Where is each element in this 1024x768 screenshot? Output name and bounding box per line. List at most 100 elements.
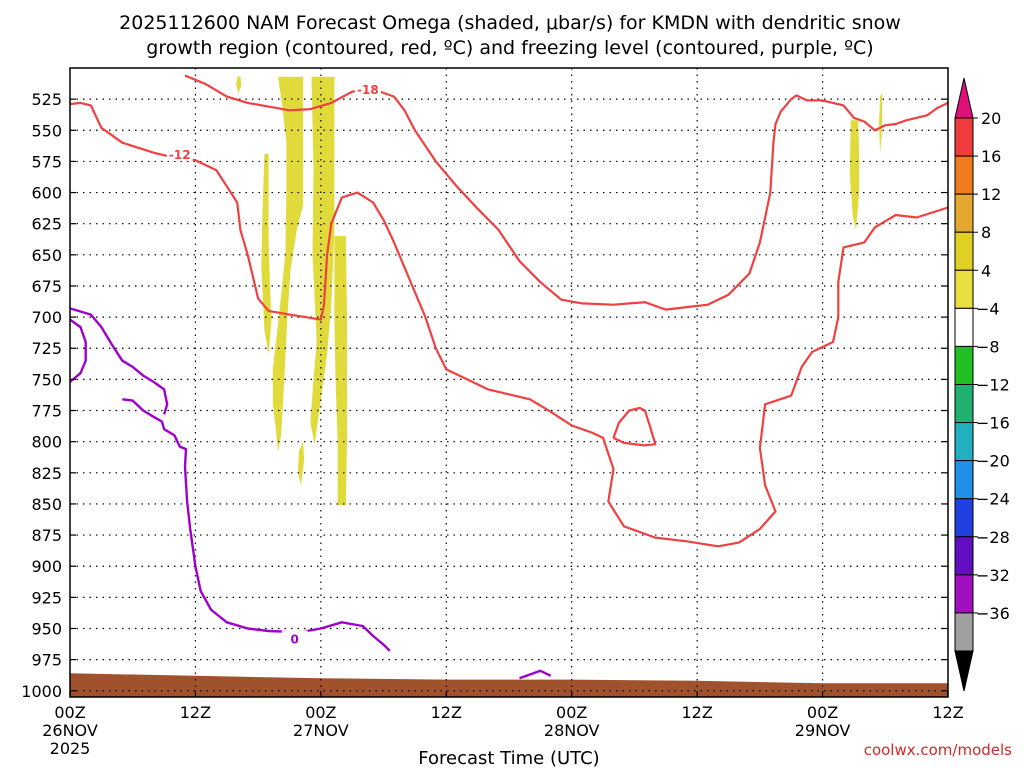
isotherm-minus18-path — [184, 74, 949, 311]
colorbar-label-8: −16 — [976, 414, 1010, 433]
freezing-line-edge — [69, 318, 87, 383]
x-tick-label-h12-0: 12Z — [180, 703, 211, 722]
omega-area-e — [334, 236, 347, 506]
colorbar-label-12: −32 — [976, 566, 1010, 585]
colorbar-top-arrow — [954, 77, 974, 119]
colorbar-label-13: −36 — [976, 604, 1010, 623]
colorbar-label-7: −12 — [976, 376, 1010, 395]
x-tick-label-h48-0: 00Z — [556, 703, 587, 722]
freezing-line-main-label-bg — [281, 630, 308, 646]
x-tick-label-h60-0: 12Z — [681, 703, 712, 722]
colorbar-swatch-5 — [954, 307, 974, 347]
isotherm-minus12-upper: -12 — [69, 101, 949, 548]
colorbar-swatch-1 — [954, 155, 974, 195]
x-tick-label-h0-0: 00Z — [54, 703, 85, 722]
y-tick-label-975: 975 — [31, 651, 62, 670]
freezing-line-left-path — [69, 307, 169, 415]
x-tick-label-h84-0: 12Z — [932, 703, 963, 722]
omega-area-d — [310, 76, 335, 445]
x-tick-label-h72-1: 29NOV — [795, 721, 851, 740]
plot-area: -12 -18 0 525 550 575 600 625 650 675 700 725 750 775… — [21, 67, 964, 758]
colorbar-label-4: 4 — [981, 261, 991, 280]
y-tick-label-525: 525 — [31, 90, 62, 109]
y-tick-label-1000: 1000 — [21, 682, 62, 701]
x-tick-label-h0-1: 26NOV — [42, 721, 98, 740]
colorbar-label-3: 8 — [981, 223, 991, 242]
colorbar-swatch-9 — [954, 460, 974, 500]
y-tick-label-675: 675 — [31, 277, 62, 296]
x-tick-label-h24-0: 00Z — [305, 703, 336, 722]
y-tick-label-925: 925 — [31, 588, 62, 607]
isotherm-minus18-label: -18 — [357, 83, 379, 97]
credit-text: coolwx.com/models — [864, 741, 1012, 759]
colorbar-swatch-4 — [954, 269, 974, 309]
x-tick-label-h24-1: 27NOV — [293, 721, 349, 740]
y-tick-label-600: 600 — [31, 184, 62, 203]
isotherm-minus12-upper-label-bg — [166, 145, 193, 161]
freezing-line-main-label: 0 — [291, 632, 299, 646]
colorbar-label-10: −24 — [976, 490, 1010, 509]
colorbar-swatch-2 — [954, 193, 974, 233]
freezing-line-edge-path — [69, 318, 87, 383]
freezing-line-main: 0 — [122, 398, 391, 652]
colorbar-label-2: 12 — [981, 185, 1001, 204]
chart-title-line-1: 2025112600 NAM Forecast Omega (shaded, μ… — [119, 12, 901, 34]
y-tick-label-575: 575 — [31, 152, 62, 171]
colorbar-swatch-7 — [954, 384, 974, 424]
y-tick-label-875: 875 — [31, 526, 62, 545]
isotherm-minus18-label-bg — [354, 81, 381, 97]
isotherm-minus12-upper-path — [69, 101, 949, 548]
plot-frame — [69, 67, 949, 698]
colorbar-swatch-10 — [954, 498, 974, 538]
plot-background — [70, 68, 948, 697]
isotherm-minus12-loop — [612, 406, 657, 447]
y-tick-label-725: 725 — [31, 339, 62, 358]
colorbar-bottom-arrow — [954, 650, 974, 692]
omega-area-g — [849, 120, 860, 230]
colorbar-swatch-0 — [954, 117, 974, 157]
omega-area-b — [272, 76, 304, 452]
y-tick-label-950: 950 — [31, 619, 62, 638]
isotherm-minus12-loop-path — [612, 406, 657, 447]
x-tick-label-h72-0: 00Z — [807, 703, 838, 722]
colorbar-swatch-3 — [954, 231, 974, 271]
colorbar-swatch-11 — [954, 536, 974, 576]
colorbar-swatch-13 — [954, 612, 974, 652]
chart-title-line-2: growth region (contoured, red, ºC) and f… — [146, 37, 873, 59]
omega-area-h — [879, 92, 883, 153]
y-tick-label-700: 700 — [31, 308, 62, 327]
colorbar-label-5: −4 — [976, 299, 1000, 318]
colorbar-label-9: −20 — [976, 452, 1010, 471]
y-tick-label-800: 800 — [31, 433, 62, 452]
y-tick-label-750: 750 — [31, 370, 62, 389]
y-tick-label-900: 900 — [31, 557, 62, 576]
y-tick-label-825: 825 — [31, 464, 62, 483]
y-tick-label-650: 650 — [31, 246, 62, 265]
colorbar-label-0: 20 — [981, 109, 1001, 128]
freezing-line-main-path — [122, 398, 391, 652]
colorbar-swatch-6 — [954, 345, 974, 385]
y-tick-label-850: 850 — [31, 495, 62, 514]
y-tick-label-625: 625 — [31, 215, 62, 234]
colorbar-label-1: 16 — [981, 147, 1001, 166]
x-tick-label-h0-2: 2025 — [50, 739, 91, 758]
colorbar-label-6: −8 — [976, 337, 1000, 356]
omega-area-f — [297, 441, 305, 486]
isotherm-minus18: -18 — [184, 74, 949, 311]
isotherm-minus12-upper-label: -12 — [169, 148, 191, 162]
freezing-line-bump-path — [519, 669, 552, 680]
colorbar-swatch-8 — [954, 422, 974, 462]
freezing-line-left — [69, 307, 169, 415]
y-tick-label-775: 775 — [31, 402, 62, 421]
x-axis-label: Forecast Time (UTC) — [418, 748, 599, 768]
omega-area-a — [236, 76, 242, 93]
colorbar: 20 16 12 8 4 −4 −8 −12 −16 −20 −24 −28 −32 −36 — [954, 77, 1010, 692]
ground-surface — [70, 673, 948, 697]
y-axis-ticks: 525 550 575 600 625 650 675 700 725 750 775 800 825 8… — [21, 90, 948, 701]
y-tick-label-550: 550 — [31, 121, 62, 140]
colorbar-label-11: −28 — [976, 528, 1010, 547]
x-tick-label-h36-0: 12Z — [431, 703, 462, 722]
freezing-line-bump — [519, 669, 552, 680]
